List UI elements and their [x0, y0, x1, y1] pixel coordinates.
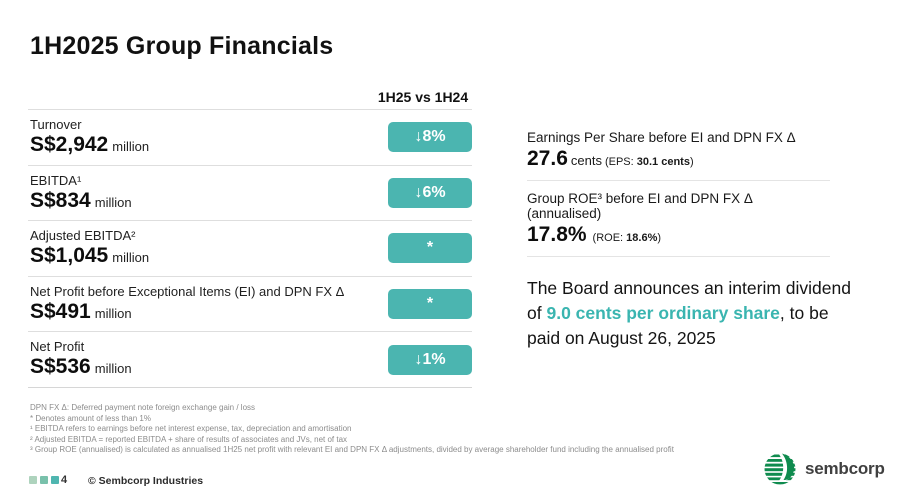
stat-value-line: 17.8% (ROE: 18.6%): [527, 223, 830, 247]
metric-value: S$2,942 million: [30, 133, 472, 157]
footnotes: DPN FX Δ: Deferred payment note foreign …: [30, 403, 772, 456]
stat-value: 27.6: [527, 147, 568, 170]
change-badge: ↓6%: [388, 177, 472, 208]
dividend-highlight: 9.0 cents per ordinary share: [546, 303, 780, 323]
stat-label: Earnings Per Share before EI and DPN FX …: [527, 130, 796, 145]
change-badge: *: [388, 289, 472, 320]
metric-value: S$491 million: [30, 300, 472, 324]
dividend-announcement: The Board announces an interim dividend …: [527, 278, 851, 348]
metric-row-turnover: Turnover S$2,942 million ↓8%: [28, 109, 472, 165]
metric-label: Turnover: [30, 117, 82, 132]
sembcorp-logo-text: sembcorp: [805, 459, 885, 478]
metric-label: EBITDA¹: [30, 172, 82, 188]
metric-unit: million: [94, 361, 132, 377]
footnote: ¹ EBITDA refers to earnings before net i…: [30, 424, 352, 433]
stat-value: 17.8%: [527, 223, 587, 246]
change-badge: *: [388, 233, 472, 264]
metric-value: S$536 million: [30, 355, 472, 379]
footnote: ² Adjusted EBITDA = reported EBITDA + sh…: [30, 434, 348, 444]
stat-comparison: (EPS: 30.1 cents): [604, 156, 694, 168]
metric-row-adjusted-ebitda: Adjusted EBITDA² S$1,045 million *: [28, 220, 472, 276]
footer-squares-icon: [29, 476, 59, 484]
stat-unit: cents: [570, 153, 602, 168]
metric-amount: S$536: [30, 355, 91, 379]
metric-value: S$1,045 million: [30, 244, 472, 268]
footnote: * Denotes amount of less than 1%: [30, 413, 151, 423]
slide-title: 1H2025 Group Financials: [30, 32, 334, 60]
comparison-header: 1H25 vs 1H24: [377, 89, 469, 105]
metric-amount: S$2,942: [30, 133, 109, 156]
metric-unit: million: [112, 250, 150, 266]
metric-unit: million: [112, 139, 150, 154]
metric-amount: S$491: [30, 299, 91, 323]
page-number: 4: [61, 474, 68, 486]
change-badge: ↓1%: [388, 344, 472, 375]
metric-row-net-profit-before-ei: Net Profit before Exceptional Items (EI)…: [28, 275, 472, 332]
metrics-table: Turnover S$2,942 million ↓8% EBITDA¹ S$83…: [28, 109, 472, 388]
metric-amount: S$1,045: [30, 244, 109, 268]
sembcorp-globe-icon: [764, 452, 796, 485]
metric-unit: million: [94, 194, 132, 210]
metric-label: Adjusted EBITDA²: [30, 228, 136, 244]
metric-row-ebitda: EBITDA¹ S$834 million ↓6%: [28, 164, 472, 221]
footnote: DPN FX Δ: Deferred payment note foreign …: [30, 403, 256, 412]
metric-amount: S$834: [30, 188, 91, 212]
footnote: ³ Group ROE (annualised) is calculated a…: [30, 445, 674, 454]
stat-block-roe: Group ROE³ before EI and DPN FX Δ (annua…: [527, 191, 830, 257]
sembcorp-logo: sembcorp: [764, 451, 885, 487]
metric-unit: million: [94, 305, 132, 321]
metric-label: Net Profit before Exceptional Items (EI)…: [30, 283, 345, 299]
stat-comparison: (ROE: 18.6%): [592, 232, 662, 244]
stat-value-line: 27.6 cents (EPS: 30.1 cents): [527, 147, 830, 171]
metric-row-net-profit: Net Profit S$536 million ↓1%: [28, 331, 472, 387]
copyright-text: © Sembcorp Industries: [88, 475, 204, 487]
stat-block-eps: Earnings Per Share before EI and DPN FX …: [527, 130, 830, 181]
metric-label: Net Profit: [30, 339, 85, 355]
metric-value: S$834 million: [30, 189, 472, 213]
change-badge: ↓8%: [388, 122, 472, 153]
stat-label: Group ROE³ before EI and DPN FX Δ (annua…: [527, 191, 753, 221]
stats-panel: Earnings Per Share before EI and DPN FX …: [527, 130, 830, 267]
